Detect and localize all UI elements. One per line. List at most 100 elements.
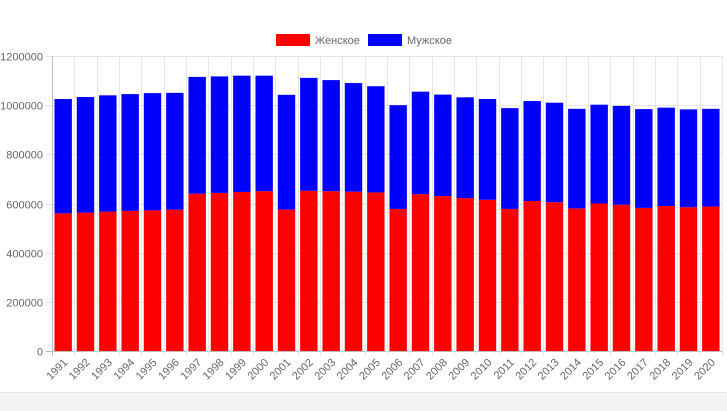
bar-female-2018[interactable] <box>657 205 675 351</box>
bar-female-2014[interactable] <box>568 208 586 351</box>
bar-female-1997[interactable] <box>188 193 206 351</box>
bar-male-2018[interactable] <box>657 107 675 206</box>
bar-female-1998[interactable] <box>210 192 229 351</box>
bar-female-2002[interactable] <box>300 190 318 351</box>
x-tick-label: 2008 <box>424 357 450 383</box>
bar-male-2015[interactable] <box>590 104 608 204</box>
bar-female-2009[interactable] <box>456 198 474 351</box>
bar-male-1994[interactable] <box>121 94 139 211</box>
bar-female-1994[interactable] <box>121 210 139 352</box>
bar-female-2006[interactable] <box>389 208 407 351</box>
bar-male-2014[interactable] <box>568 108 586 209</box>
x-tick-label: 1997 <box>178 357 204 383</box>
bars <box>54 75 720 352</box>
x-tick-label: 1992 <box>67 357 93 383</box>
x-tick-label: 2002 <box>290 357 316 383</box>
x-tick-label: 1995 <box>134 357 160 383</box>
y-tick-label: 200000 <box>6 298 43 310</box>
x-tick-label: 2005 <box>357 357 383 383</box>
bar-female-2019[interactable] <box>679 207 698 351</box>
y-tick-label: 1200000 <box>0 52 43 64</box>
bar-male-2001[interactable] <box>277 94 296 210</box>
y-tick-label: 0 <box>37 347 43 359</box>
bar-female-2010[interactable] <box>478 199 497 351</box>
y-axis: 0 200000 400000 600000 800000 1000000 1200000 <box>0 52 43 359</box>
bar-female-2008[interactable] <box>434 196 452 352</box>
bar-male-2011[interactable] <box>501 108 519 209</box>
bar-female-1992[interactable] <box>76 212 95 351</box>
bar-female-1999[interactable] <box>233 191 251 351</box>
x-tick-label: 2000 <box>245 357 271 383</box>
bar-female-2017[interactable] <box>635 207 653 351</box>
bar-male-2010[interactable] <box>478 99 497 200</box>
bar-male-2008[interactable] <box>434 94 452 197</box>
bottom-band <box>0 392 727 411</box>
bar-male-1995[interactable] <box>143 93 162 211</box>
bar-female-2000[interactable] <box>255 191 273 351</box>
legend-swatch-female[interactable] <box>276 34 310 46</box>
bar-male-2016[interactable] <box>612 105 631 205</box>
x-tick-label: 1991 <box>44 357 70 383</box>
bar-male-2012[interactable] <box>523 100 541 202</box>
bar-male-2004[interactable] <box>344 83 363 192</box>
x-tick-label: 2011 <box>492 357 517 382</box>
bar-male-2020[interactable] <box>702 108 720 207</box>
y-tick-label: 600000 <box>6 200 43 212</box>
x-tick-label: 1998 <box>201 357 227 383</box>
bar-female-1993[interactable] <box>99 211 117 351</box>
bar-male-2002[interactable] <box>300 77 318 191</box>
bar-male-1991[interactable] <box>54 99 72 214</box>
legend-label-female[interactable]: Женское <box>315 35 360 47</box>
bar-female-2003[interactable] <box>322 191 340 351</box>
x-tick-label: 2010 <box>469 357 495 383</box>
x-tick-label: 2017 <box>625 357 651 383</box>
bar-female-2012[interactable] <box>523 201 541 351</box>
bar-male-2009[interactable] <box>456 97 474 199</box>
x-tick-label: 2018 <box>647 357 673 383</box>
stacked-bar-chart: Женское Мужское 0 200000 400000 600000 80000… <box>0 34 723 383</box>
x-tick-label: 2001 <box>268 357 294 383</box>
bar-male-2006[interactable] <box>389 105 407 209</box>
y-tick-label: 400000 <box>6 249 43 261</box>
bar-female-2020[interactable] <box>702 206 720 351</box>
bar-female-1996[interactable] <box>166 209 184 351</box>
bar-male-2007[interactable] <box>411 91 430 195</box>
bar-female-2007[interactable] <box>411 194 430 351</box>
bar-female-2004[interactable] <box>344 191 363 351</box>
bar-male-1996[interactable] <box>166 92 184 210</box>
bar-female-2011[interactable] <box>501 208 519 351</box>
bar-female-1991[interactable] <box>54 213 72 351</box>
x-tick-label: 2012 <box>513 357 539 383</box>
bar-male-1998[interactable] <box>210 76 229 193</box>
bar-female-2001[interactable] <box>277 209 296 351</box>
legend-label-male[interactable]: Мужское <box>407 35 452 47</box>
x-tick-label: 2006 <box>379 357 405 383</box>
x-tick-label: 1996 <box>156 357 182 383</box>
x-tick-label: 1993 <box>89 357 115 383</box>
legend-swatch-male[interactable] <box>368 34 402 46</box>
x-tick-label: 1994 <box>111 357 137 383</box>
bar-female-1995[interactable] <box>143 210 162 351</box>
x-tick-label: 2020 <box>692 357 718 383</box>
bar-male-1999[interactable] <box>233 75 251 192</box>
x-tick-label: 2016 <box>603 357 629 383</box>
bar-female-2016[interactable] <box>612 204 631 351</box>
bar-male-2003[interactable] <box>322 80 340 192</box>
bar-male-1992[interactable] <box>76 97 95 213</box>
bar-female-2005[interactable] <box>367 192 385 351</box>
bar-male-2005[interactable] <box>367 86 385 193</box>
y-tick-label: 800000 <box>6 150 43 162</box>
bar-male-2019[interactable] <box>679 109 698 208</box>
bar-male-2013[interactable] <box>545 102 564 203</box>
x-axis: 1991199219931994199519961997199819992000… <box>44 357 717 383</box>
x-tick-label: 2004 <box>335 357 361 383</box>
x-tick-label: 1999 <box>223 357 249 383</box>
x-tick-label: 2014 <box>558 357 584 383</box>
x-tick-label: 2003 <box>312 357 338 383</box>
bar-female-2015[interactable] <box>590 203 608 352</box>
bar-male-2017[interactable] <box>635 109 653 208</box>
bar-male-2000[interactable] <box>255 75 273 192</box>
bar-male-1993[interactable] <box>99 95 117 212</box>
bar-female-2013[interactable] <box>545 202 564 351</box>
bar-male-1997[interactable] <box>188 76 206 194</box>
